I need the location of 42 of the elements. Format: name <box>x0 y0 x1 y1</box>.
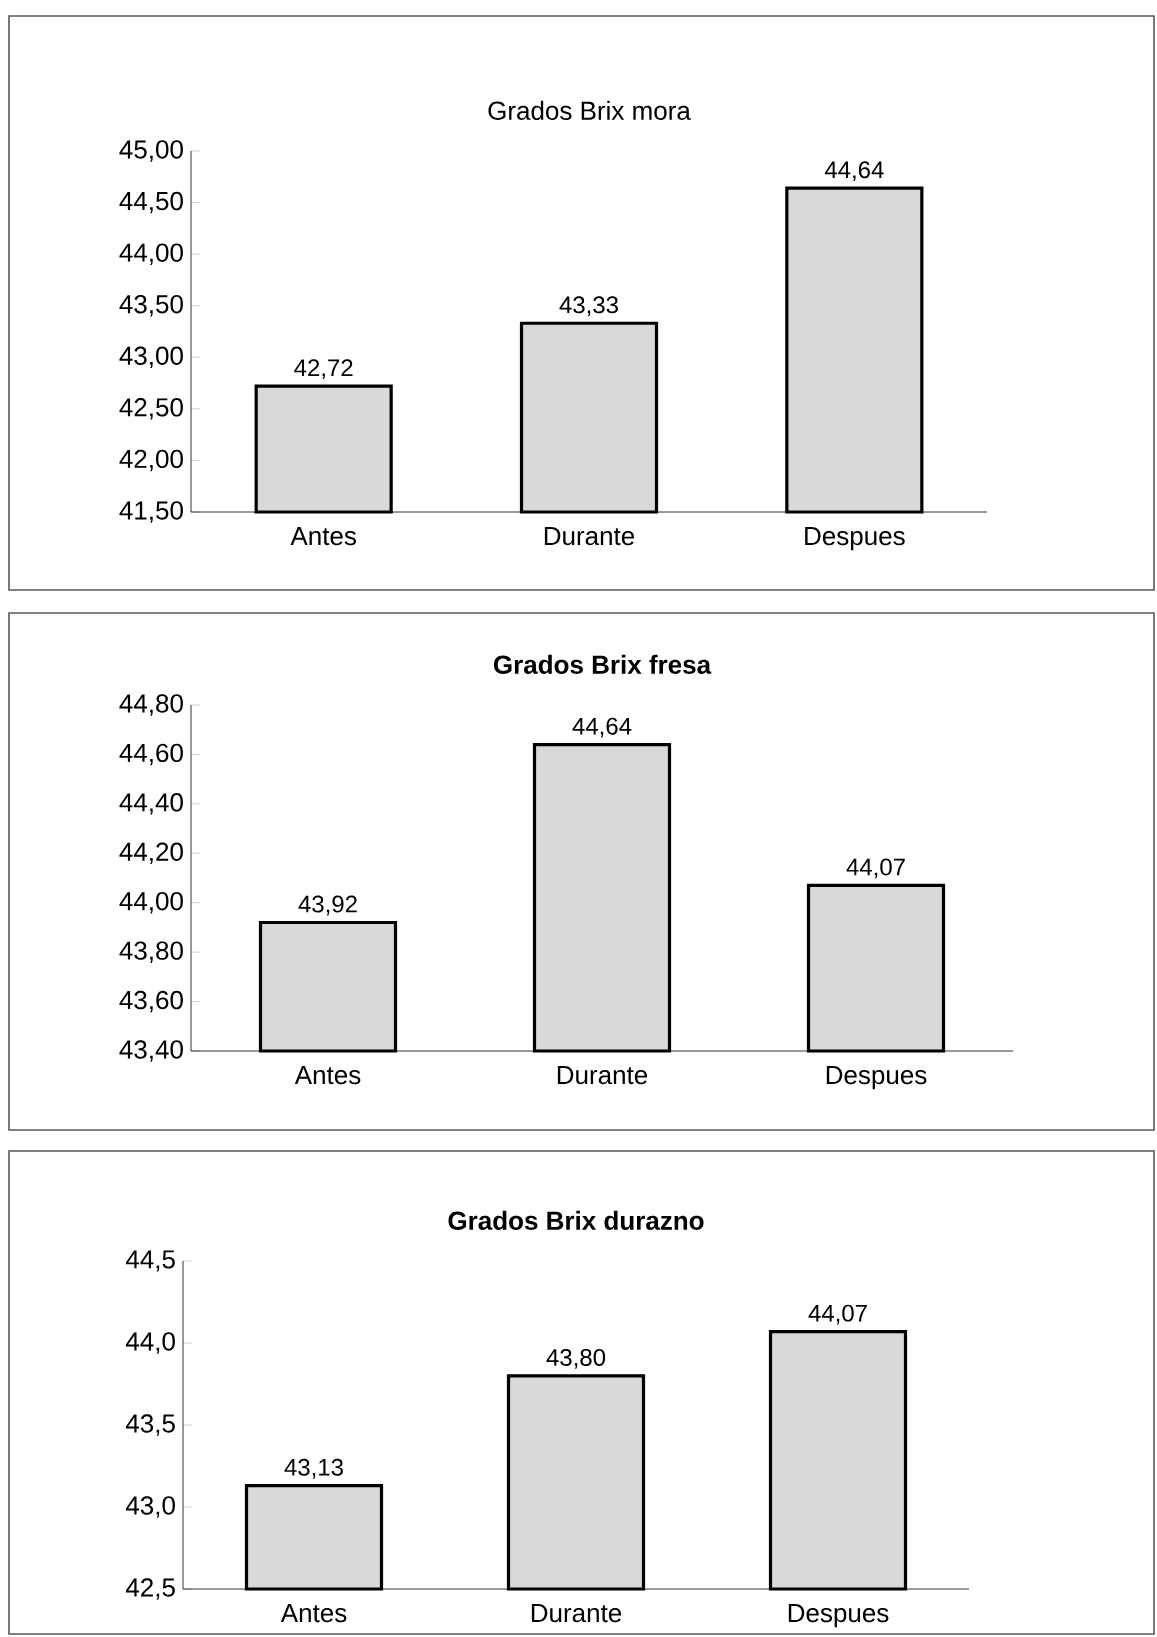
chart-title: Grados Brix fresa <box>493 654 712 674</box>
x-tick-label: Durante <box>557 1066 648 1085</box>
data-label: 43,80 <box>546 1348 606 1369</box>
y-tick-label: 44,50 <box>119 191 183 214</box>
y-tick-label: 42,50 <box>119 398 183 420</box>
data-label: 43,13 <box>284 1458 343 1479</box>
y-tick-label: 41,50 <box>119 501 183 523</box>
y-tick-label: 44,60 <box>119 743 183 766</box>
y-tick-label: 44,00 <box>119 891 183 914</box>
data-label: 44,64 <box>824 161 884 182</box>
y-tick-label: 44,00 <box>119 243 183 265</box>
data-label: 42,72 <box>294 359 353 380</box>
y-tick-label: 43,00 <box>119 346 183 369</box>
x-tick-label: Despues <box>826 1066 927 1090</box>
data-label: 44,64 <box>572 717 632 738</box>
x-tick-label: Despues <box>805 527 905 551</box>
y-tick-label: 43,80 <box>119 941 183 963</box>
data-label: 44,07 <box>846 858 905 879</box>
y-tick-label: 44,40 <box>119 793 183 815</box>
y-tick-label: 42,00 <box>119 449 183 472</box>
data-label: 43,92 <box>298 895 357 916</box>
x-tick-label: Antes <box>290 527 356 546</box>
y-tick-label: 45,00 <box>119 140 183 162</box>
y-tick-label: 42,5 <box>125 1578 175 1600</box>
y-tick-label: 43,50 <box>119 294 183 317</box>
x-tick-label: Durante <box>531 1604 622 1623</box>
chart-title: Grados Brix mora <box>488 100 691 120</box>
y-tick-label: 44,5 <box>125 1250 175 1272</box>
x-tick-label: Antes <box>294 1066 361 1085</box>
x-tick-label: Durante <box>544 527 635 546</box>
y-tick-label: 43,60 <box>119 990 183 1013</box>
y-tick-label: 43,5 <box>125 1414 175 1436</box>
data-label: 43,33 <box>559 296 618 317</box>
data-label: 44,07 <box>808 1304 867 1325</box>
chart-title: Grados Brix durazno <box>448 1210 704 1230</box>
x-tick-label: Antes <box>280 1604 347 1623</box>
y-tick-label: 44,80 <box>119 694 183 716</box>
x-tick-label: Despues <box>788 1604 889 1628</box>
y-tick-label: 44,20 <box>119 842 183 865</box>
y-tick-label: 43,0 <box>125 1496 175 1518</box>
y-tick-label: 44,0 <box>125 1332 175 1354</box>
y-tick-label: 43,40 <box>119 1040 183 1062</box>
